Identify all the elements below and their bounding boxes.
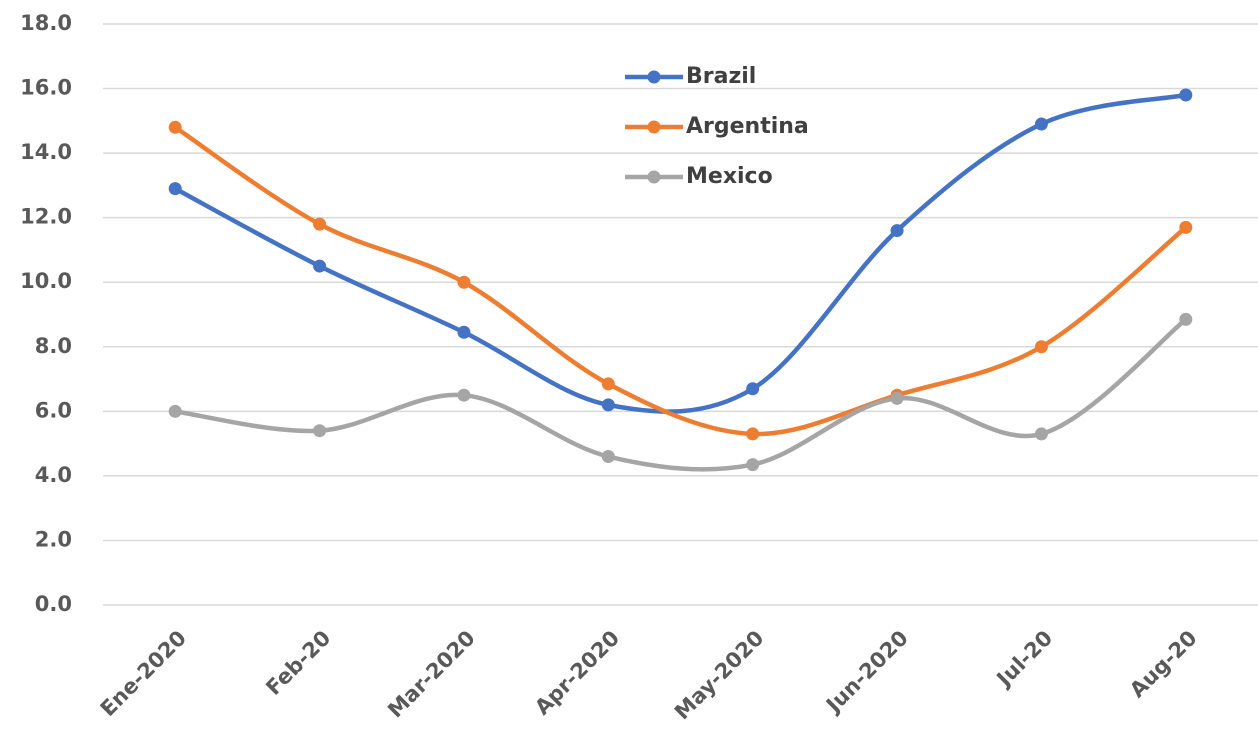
- y-tick-label: 4.0: [35, 463, 72, 487]
- data-point: [1034, 117, 1048, 131]
- data-point: [457, 325, 471, 339]
- x-tick-label: Aug-20: [1125, 626, 1202, 703]
- data-point: [168, 182, 182, 196]
- legend-marker: [647, 120, 661, 134]
- data-point: [746, 382, 760, 396]
- y-tick-label: 2.0: [35, 527, 72, 551]
- x-tick-label: May-2020: [670, 626, 768, 724]
- y-tick-label: 14.0: [20, 140, 72, 164]
- data-point: [1179, 88, 1193, 102]
- y-tick-label: 6.0: [35, 398, 72, 422]
- data-point: [313, 259, 327, 273]
- x-tick-label: Ene-2020: [96, 626, 191, 721]
- data-point: [601, 377, 615, 391]
- series-line: [172, 125, 1189, 437]
- data-point: [601, 398, 615, 412]
- x-tick-label: Feb-20: [261, 626, 335, 700]
- data-point: [601, 450, 615, 464]
- y-tick-label: 10.0: [20, 269, 72, 293]
- data-point: [1034, 340, 1048, 354]
- data-point: [1179, 220, 1193, 234]
- x-tick-label: Apr-2020: [530, 626, 624, 720]
- legend-label: Mexico: [686, 164, 773, 189]
- legend-marker: [647, 170, 661, 184]
- y-tick-label: 8.0: [35, 334, 72, 358]
- data-point: [746, 458, 760, 472]
- data-point: [457, 388, 471, 402]
- x-tick-label: Jul-20: [991, 626, 1057, 692]
- data-point: [313, 424, 327, 438]
- data-point: [168, 120, 182, 134]
- legend-label: Brazil: [686, 64, 756, 89]
- data-point: [313, 217, 327, 231]
- legend-marker: [647, 70, 661, 84]
- data-point: [168, 404, 182, 418]
- x-tick-label: Mar-2020: [383, 626, 480, 723]
- y-tick-label: 0.0: [35, 592, 72, 616]
- legend-label: Argentina: [686, 114, 809, 139]
- series-line: [172, 317, 1189, 472]
- y-tick-label: 18.0: [20, 11, 72, 35]
- data-point: [890, 224, 904, 238]
- data-point: [457, 275, 471, 289]
- data-point: [1034, 427, 1048, 441]
- y-tick-label: 16.0: [20, 76, 72, 100]
- data-point: [746, 427, 760, 441]
- series-line: [172, 92, 1189, 414]
- data-point: [890, 391, 904, 405]
- data-point: [1179, 312, 1193, 326]
- y-tick-label: 12.0: [20, 205, 72, 229]
- x-tick-label: Jun-2020: [820, 626, 913, 719]
